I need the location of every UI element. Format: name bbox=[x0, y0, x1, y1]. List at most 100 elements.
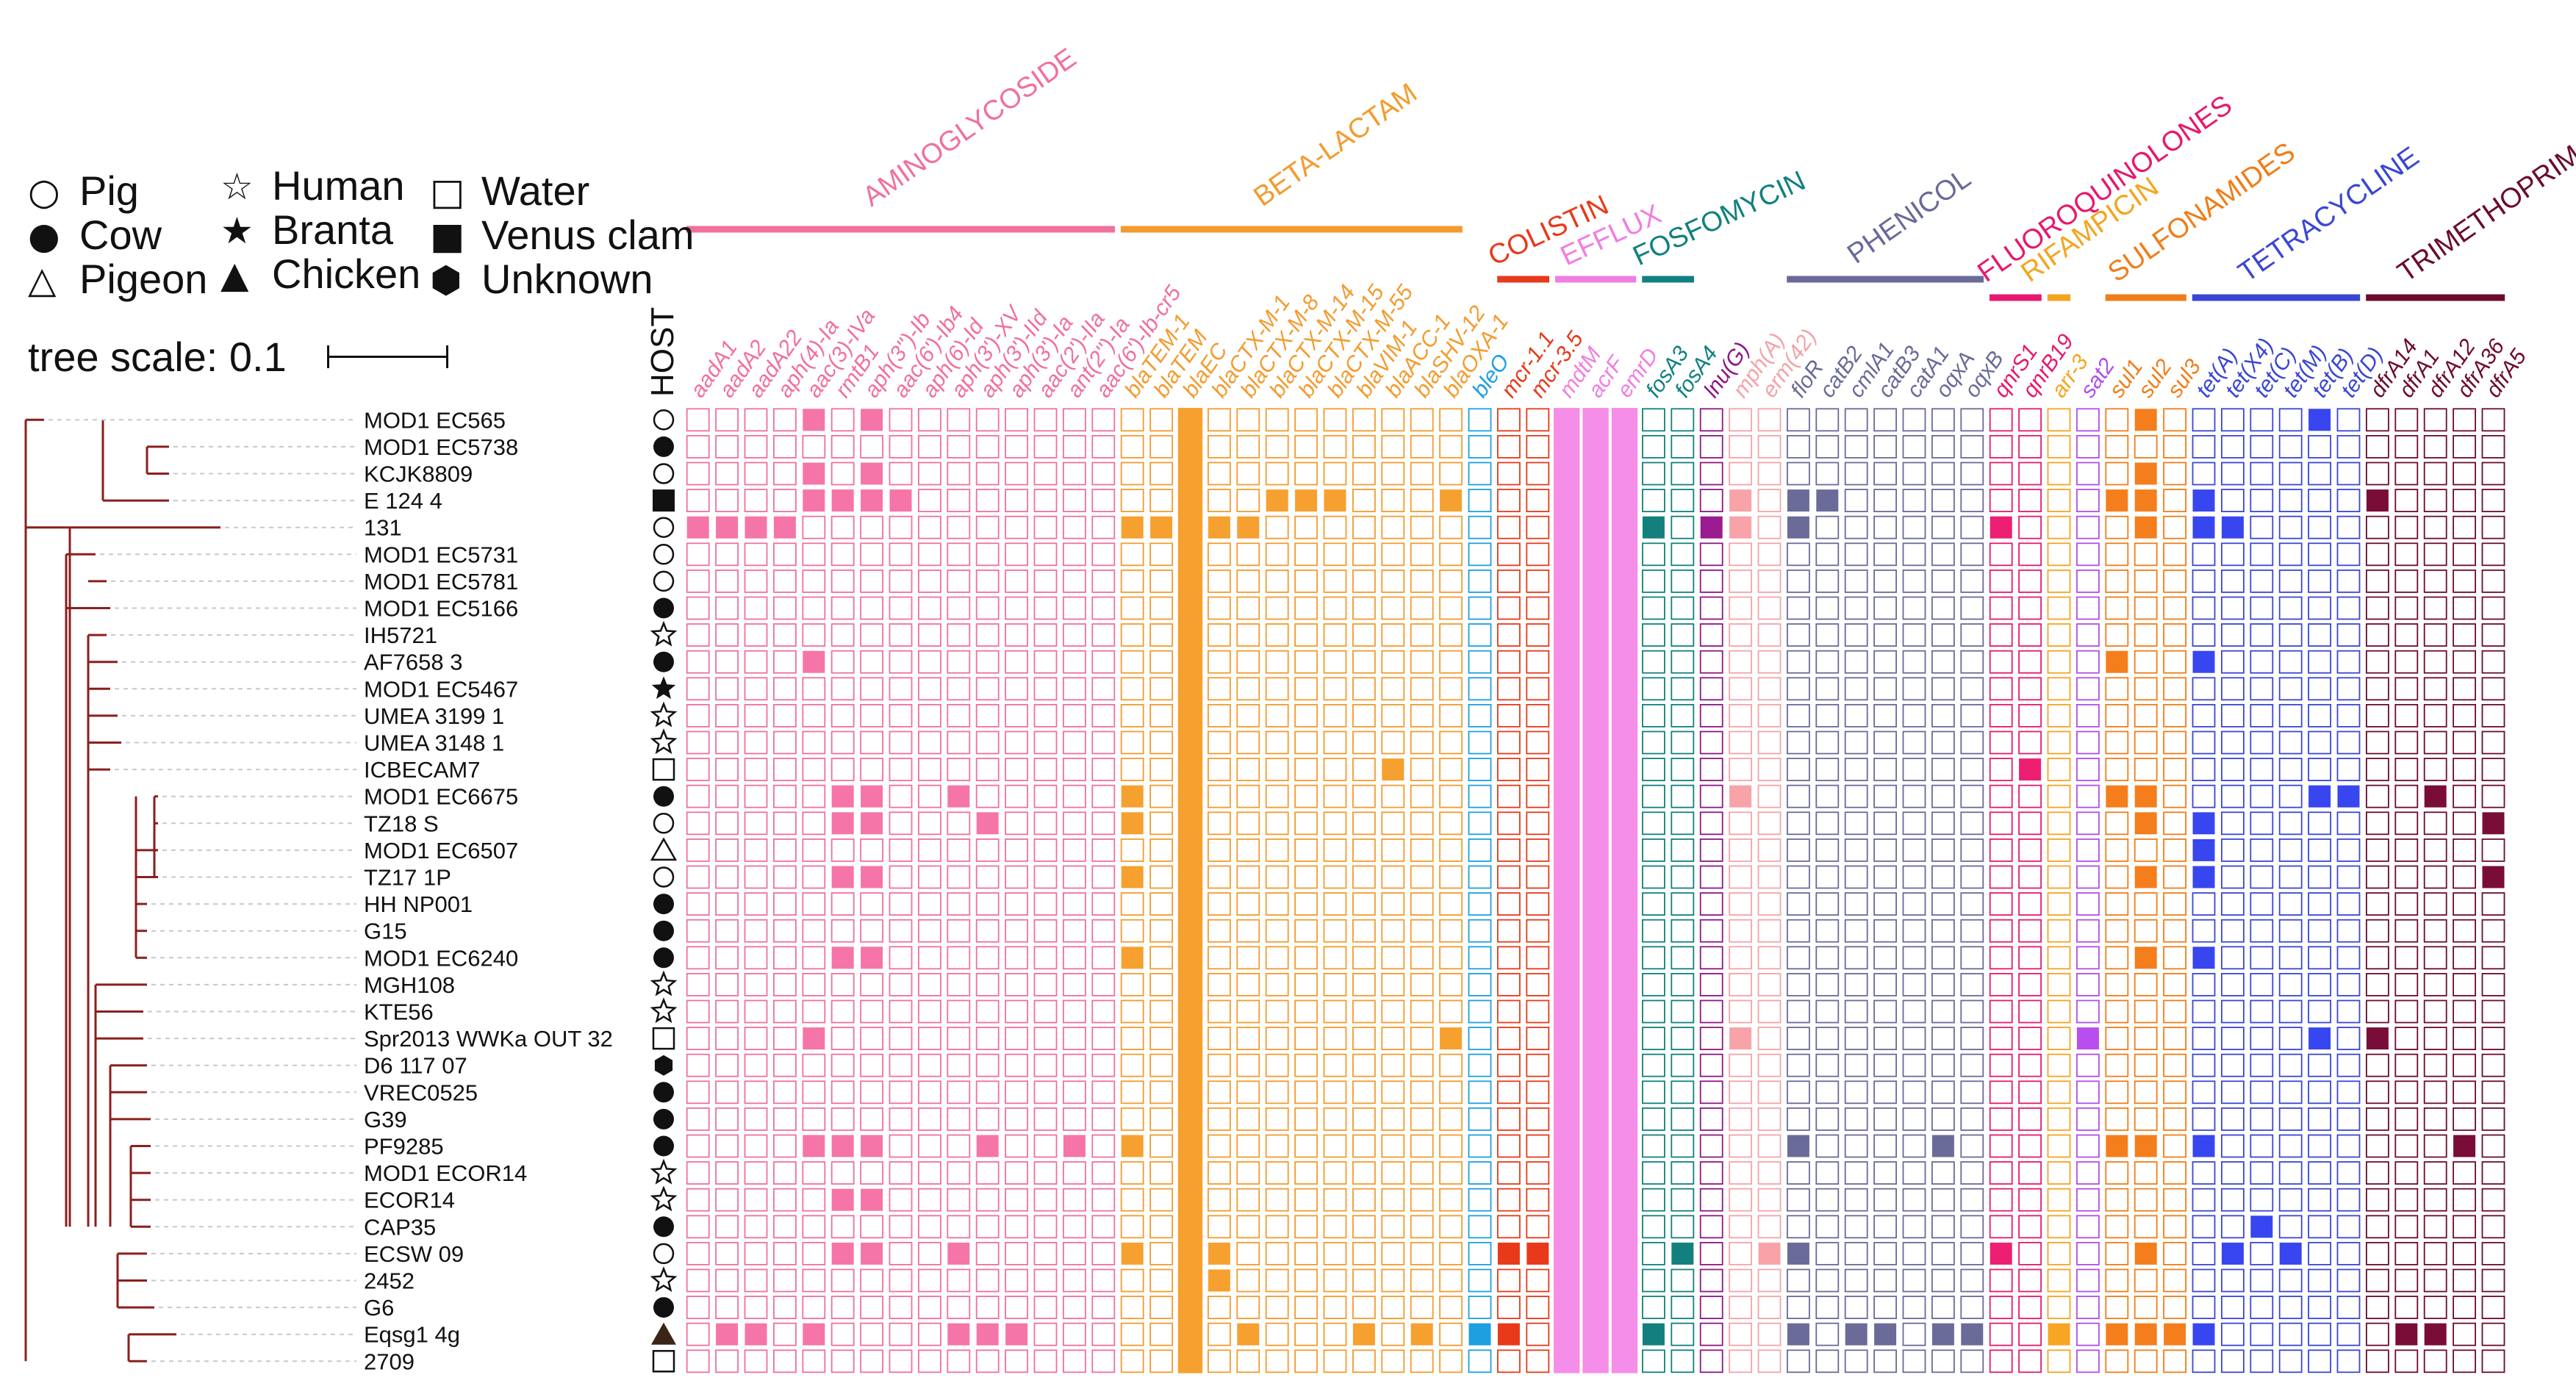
gene-absent-cell bbox=[1729, 758, 1753, 781]
host-pig-icon bbox=[653, 517, 675, 538]
gene-absent-cell bbox=[1265, 542, 1289, 567]
gene-absent-cell bbox=[2134, 1161, 2158, 1185]
gene-absent-cell bbox=[1989, 892, 2013, 916]
gene-absent-cell bbox=[2308, 730, 2332, 755]
gene-absent-cell bbox=[2192, 892, 2216, 916]
gene-absent-cell bbox=[1815, 784, 1840, 808]
gene-absent-cell bbox=[1931, 462, 1955, 486]
gene-absent-cell bbox=[1323, 999, 1347, 1024]
gene-absent-cell bbox=[2453, 838, 2477, 862]
gene-absent-cell bbox=[1873, 1349, 1898, 1373]
gene-absent-cell bbox=[2250, 542, 2274, 567]
gene-absent-cell bbox=[2481, 946, 2505, 970]
gene-absent-cell bbox=[1149, 570, 1173, 593]
gene-absent-cell bbox=[2163, 946, 2187, 970]
gene-absent-cell bbox=[2336, 1349, 2361, 1373]
gene-absent-cell bbox=[1381, 1027, 1405, 1050]
gene-absent-cell bbox=[1497, 408, 1521, 432]
gene-absent-cell bbox=[1757, 865, 1782, 889]
gene-absent-cell bbox=[1265, 650, 1289, 674]
gene-absent-cell bbox=[2018, 1322, 2042, 1346]
gene-absent-cell bbox=[1960, 838, 1984, 862]
gene-absent-cell bbox=[1208, 489, 1231, 512]
gene-absent-cell bbox=[1063, 489, 1086, 512]
gene-absent-cell bbox=[2220, 811, 2245, 836]
gene-absent-cell bbox=[686, 489, 710, 512]
gene-absent-cell bbox=[830, 596, 855, 620]
host-cow-icon bbox=[653, 597, 674, 619]
strain-label: ECOR14 bbox=[364, 1188, 455, 1213]
gene-absent-cell bbox=[2250, 623, 2274, 647]
open-star-icon: ☆ bbox=[220, 165, 254, 208]
gene-absent-cell bbox=[2220, 596, 2245, 620]
gene-absent-cell bbox=[889, 811, 913, 836]
gene-absent-cell bbox=[1294, 1080, 1318, 1105]
gene-absent-cell bbox=[889, 730, 913, 755]
gene-absent-cell bbox=[2365, 811, 2389, 836]
gene-absent-cell bbox=[1815, 677, 1840, 701]
gene-absent-cell bbox=[1294, 865, 1318, 889]
gene-absent-cell bbox=[1641, 1296, 1665, 1319]
host-venus-icon bbox=[653, 489, 675, 512]
gene-absent-cell bbox=[1381, 1242, 1405, 1265]
gene-absent-cell bbox=[1786, 435, 1810, 459]
gene-absent-cell bbox=[1815, 811, 1840, 836]
gene-absent-cell bbox=[2192, 1215, 2216, 1239]
gene-absent-cell bbox=[2278, 1215, 2303, 1239]
gene-present-cell bbox=[745, 516, 767, 539]
gene-absent-cell bbox=[2481, 704, 2505, 728]
gene-absent-cell bbox=[1989, 596, 2013, 620]
gene-absent-cell bbox=[1671, 1053, 1695, 1077]
gene-absent-cell bbox=[1005, 704, 1028, 728]
gene-absent-cell bbox=[2250, 730, 2274, 755]
gene-absent-cell bbox=[2278, 704, 2303, 728]
gene-absent-cell bbox=[1815, 1188, 1840, 1212]
gene-absent-cell bbox=[1931, 892, 1955, 916]
gene-absent-cell bbox=[2018, 1215, 2042, 1239]
gene-absent-cell bbox=[715, 435, 739, 459]
gene-absent-cell bbox=[2453, 1188, 2477, 1212]
gene-absent-cell bbox=[2308, 462, 2332, 486]
gene-absent-cell bbox=[1497, 1053, 1521, 1077]
gene-absent-cell bbox=[1265, 1268, 1289, 1293]
gene-absent-cell bbox=[1352, 1242, 1376, 1265]
gene-present-cell bbox=[2134, 1242, 2157, 1265]
gene-absent-cell bbox=[1149, 1161, 1173, 1185]
gene-present-cell bbox=[831, 812, 854, 835]
gene-absent-cell bbox=[1844, 892, 1868, 916]
gene-absent-cell bbox=[1410, 1268, 1434, 1293]
gene-absent-cell bbox=[1439, 515, 1463, 539]
gene-absent-cell bbox=[1208, 1080, 1231, 1105]
gene-absent-cell bbox=[2365, 1107, 2389, 1131]
gene-absent-cell bbox=[1960, 1053, 1984, 1077]
gene-absent-cell bbox=[1844, 1268, 1868, 1293]
gene-absent-cell bbox=[2163, 542, 2187, 567]
gene-absent-cell bbox=[2394, 865, 2419, 889]
strain-label: MOD1 ECOR14 bbox=[364, 1160, 527, 1186]
gene-absent-cell bbox=[1410, 1296, 1434, 1319]
gene-absent-cell bbox=[2105, 999, 2129, 1024]
gene-absent-cell bbox=[2192, 1349, 2216, 1373]
gene-absent-cell bbox=[1468, 1188, 1492, 1212]
gene-absent-cell bbox=[2394, 677, 2419, 701]
gene-absent-cell bbox=[2047, 919, 2071, 943]
gene-absent-cell bbox=[1989, 542, 2013, 567]
gene-absent-cell bbox=[1265, 811, 1289, 836]
gene-absent-cell bbox=[2336, 730, 2361, 755]
gene-absent-cell bbox=[802, 784, 826, 808]
gene-absent-cell bbox=[773, 1080, 797, 1105]
gene-absent-cell bbox=[947, 1296, 971, 1319]
gene-absent-cell bbox=[1468, 919, 1492, 943]
gene-absent-cell bbox=[1468, 1053, 1492, 1077]
gene-absent-cell bbox=[1960, 435, 1984, 459]
gene-absent-cell bbox=[1815, 1242, 1840, 1265]
gene-absent-cell bbox=[2047, 704, 2071, 728]
gene-absent-cell bbox=[2365, 1322, 2389, 1346]
gene-absent-cell bbox=[1439, 999, 1463, 1024]
gene-absent-cell bbox=[2047, 650, 2071, 674]
gene-absent-cell bbox=[2308, 623, 2332, 647]
gene-absent-cell bbox=[830, 704, 855, 728]
gene-absent-cell bbox=[1381, 811, 1405, 836]
gene-absent-cell bbox=[715, 919, 739, 943]
